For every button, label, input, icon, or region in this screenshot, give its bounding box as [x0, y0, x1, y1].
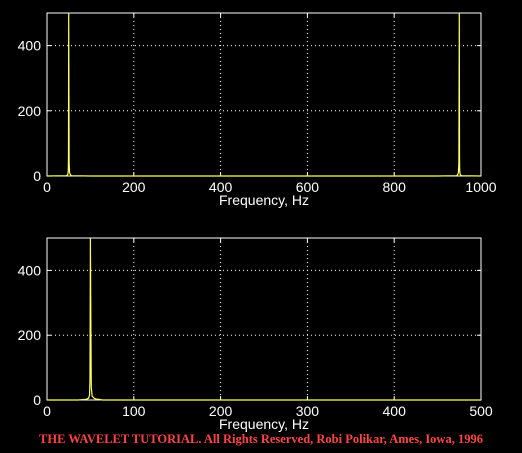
x-tick-label: 400	[383, 403, 407, 419]
x-tick-label: 600	[296, 179, 320, 195]
spectrum-series-line	[47, 237, 481, 401]
spectrum-series-line	[46, 12, 482, 177]
y-tick-label: 400	[18, 38, 42, 54]
x-tick-label: 1000	[465, 179, 496, 195]
y-tick-label: 0	[33, 392, 41, 408]
x-tick-label: 200	[122, 179, 146, 195]
axes-frame	[46, 237, 482, 401]
copyright-credit: THE WAVELET TUTORIAL. All Rights Reserve…	[39, 432, 483, 446]
x-tick-label: 400	[209, 179, 233, 195]
x-axis-label: Frequency, Hz	[219, 416, 309, 432]
x-tick-label: 100	[122, 403, 146, 419]
x-tick-label: 800	[383, 179, 407, 195]
x-tick-label: 200	[209, 403, 233, 419]
x-tick-label: 500	[469, 403, 493, 419]
bottom-spectrum-plot: 0 100 200 300 400 500 0 200 400 Frequency, Hz	[18, 237, 493, 432]
x-tick-label: 0	[43, 179, 51, 195]
axes-frame	[46, 12, 482, 177]
y-tick-label: 200	[18, 327, 42, 343]
x-axis-label: Frequency, Hz	[219, 192, 309, 208]
x-tick-label: 0	[43, 403, 51, 419]
x-tick-label: 300	[296, 403, 320, 419]
y-tick-label: 400	[18, 262, 42, 278]
y-tick-label: 0	[33, 168, 41, 184]
y-tick-label: 200	[18, 103, 42, 119]
